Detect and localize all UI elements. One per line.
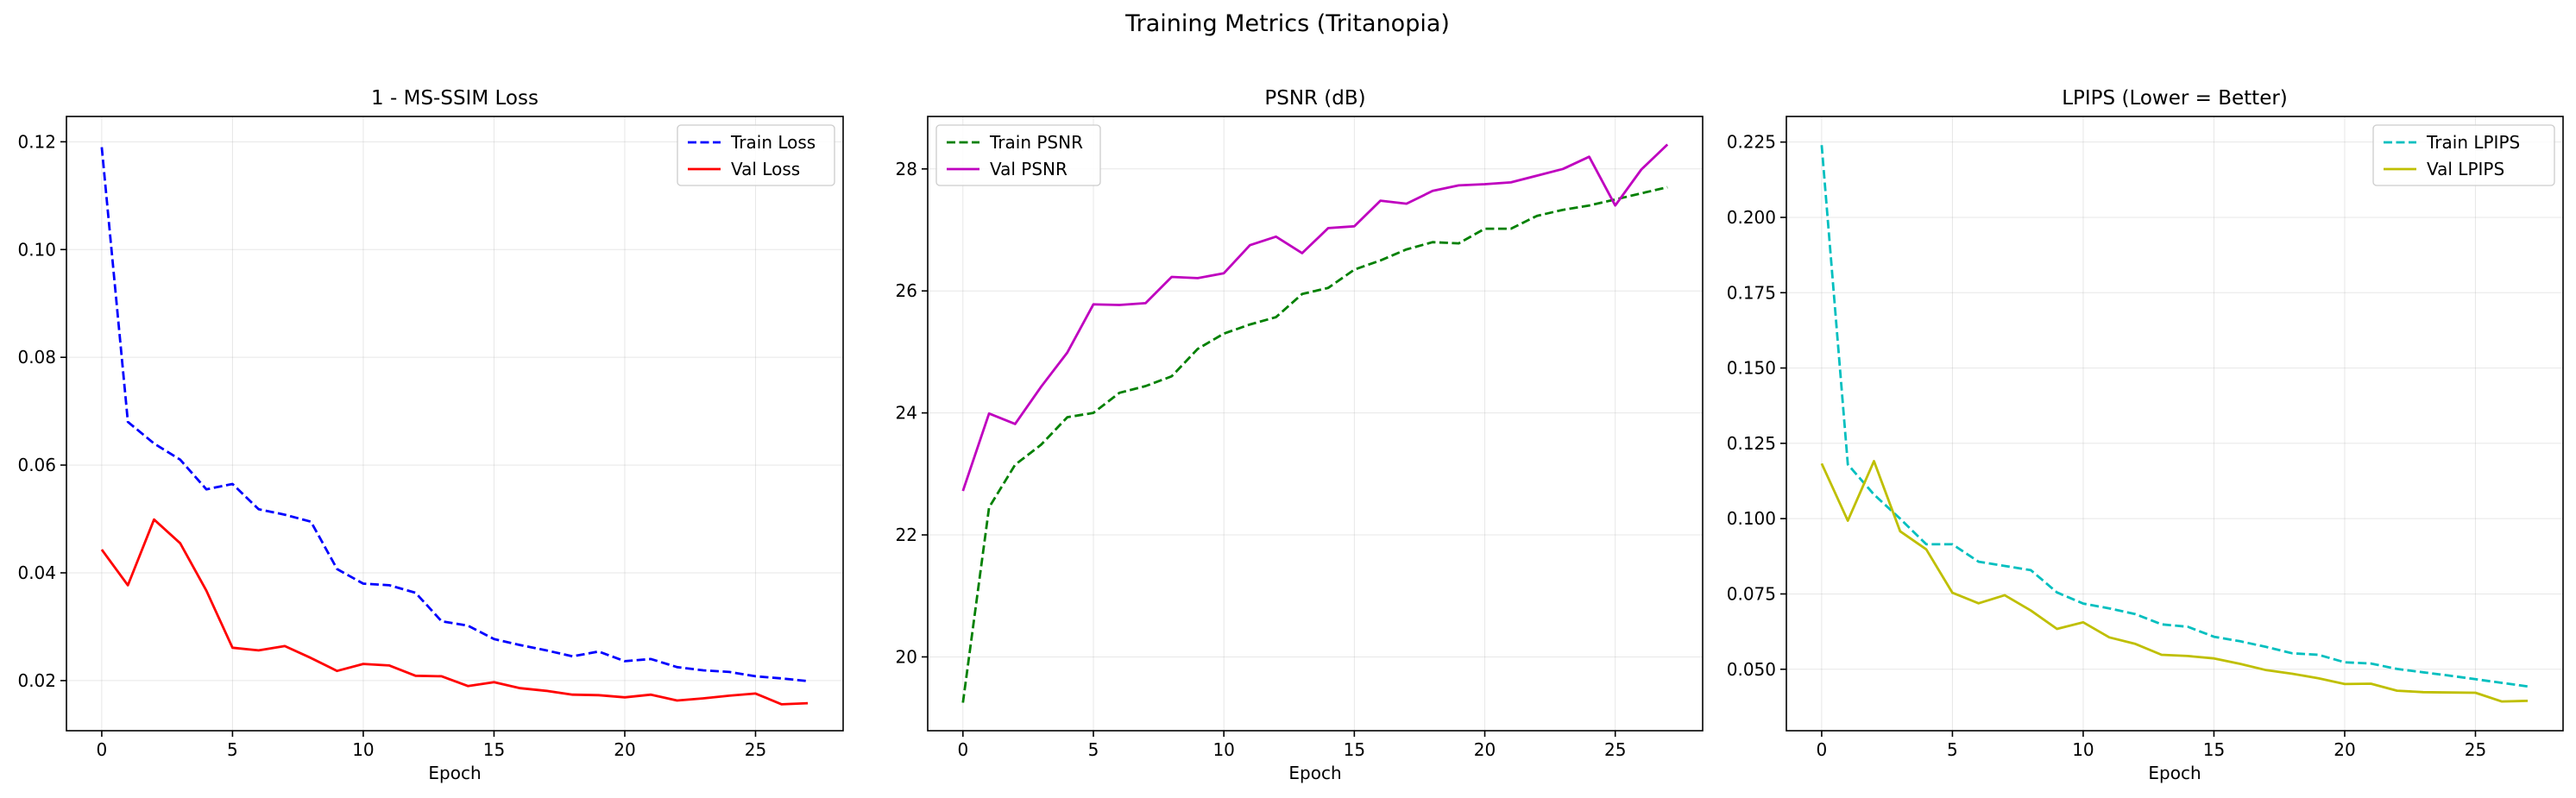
chart-panel-3: LPIPS (Lower = Better) 0 5 10 15 20 25 0.050 0.0… [1727, 87, 2564, 783]
y-tick-label: 0.200 [1727, 207, 1776, 228]
chart-title: PSNR (dB) [1264, 87, 1365, 110]
legend-label: Val LPIPS [2427, 159, 2504, 179]
series-line-train-lpips [1820, 145, 2529, 688]
y-tick-label: 0.02 [17, 670, 56, 691]
y-tick-label: 20 [896, 646, 917, 667]
y-tick-label: 0.225 [1727, 132, 1776, 153]
y-tick-label: 0.06 [17, 455, 56, 475]
y-tick-label: 0.08 [17, 347, 56, 368]
series-line-train-loss [100, 147, 809, 682]
x-tick-label: 20 [614, 739, 635, 760]
series-line-val-psnr [961, 143, 1669, 492]
series-line-val-lpips [1820, 460, 2529, 703]
x-tick-label: 15 [2203, 739, 2225, 760]
legend: Train LPIPS Val LPIPS [2372, 124, 2555, 186]
x-tick-label: 20 [1474, 739, 1496, 760]
chart-title: LPIPS (Lower = Better) [2062, 87, 2288, 110]
x-tick-label: 15 [483, 739, 505, 760]
y-tick-label: 0.075 [1727, 583, 1776, 604]
x-tick-label: 10 [1212, 739, 1234, 760]
legend: Train PSNR Val PSNR [935, 124, 1101, 186]
x-tick-label: 10 [352, 739, 374, 760]
x-tick-label: 20 [2334, 739, 2355, 760]
y-tick-label: 0.10 [17, 239, 56, 260]
legend-box [2372, 124, 2555, 186]
y-tick-label: 0.04 [17, 562, 56, 583]
legend-label: Val Loss [731, 159, 800, 179]
x-tick-label: 0 [957, 739, 968, 760]
series-line-train-psnr [961, 185, 1668, 703]
axes-frame [66, 116, 844, 732]
y-tick-label: 0.150 [1727, 358, 1776, 379]
x-axis-label: Epoch [428, 763, 481, 783]
y-tick-label: 0.175 [1727, 282, 1776, 303]
legend: Train Loss Val Loss [677, 124, 835, 186]
x-tick-label: 0 [97, 739, 108, 760]
y-tick-label: 26 [896, 280, 917, 301]
x-tick-label: 10 [2072, 739, 2094, 760]
x-tick-label: 25 [1604, 739, 1626, 760]
x-tick-label: 25 [745, 739, 766, 760]
y-tick-label: 0.100 [1727, 508, 1776, 529]
x-tick-label: 15 [1344, 739, 1365, 760]
x-tick-label: 0 [1817, 739, 1828, 760]
x-tick-label: 5 [227, 739, 238, 760]
x-tick-label: 25 [2465, 739, 2486, 760]
x-axis-label: Epoch [1288, 763, 1341, 783]
legend-box [935, 124, 1101, 186]
chart-title: 1 - MS-SSIM Loss [371, 87, 539, 110]
axes-frame [927, 116, 1704, 732]
y-tick-label: 22 [896, 525, 917, 545]
axes-frame [1786, 116, 2564, 732]
y-tick-label: 0.125 [1727, 433, 1776, 454]
series-line-val-loss [100, 518, 809, 706]
legend-label: Val PSNR [990, 159, 1068, 179]
x-tick-label: 5 [1088, 739, 1099, 760]
y-tick-label: 0.050 [1727, 659, 1776, 680]
legend-label: Train Loss [730, 132, 816, 153]
legend-label: Train LPIPS [2426, 132, 2520, 153]
chart-panels: 1 - MS-SSIM Loss 0 5 10 15 20 25 0.02 0.04 0.06 0.… [17, 87, 2564, 783]
chart-panel-2: PSNR (dB) 0 5 10 15 20 25 20 22 24 26 28 Epoch Train … [896, 87, 1704, 783]
legend-label: Train PSNR [989, 132, 1083, 153]
y-tick-label: 28 [896, 159, 917, 179]
figure-title: Training Metrics (Tritanopia) [1124, 10, 1450, 37]
y-tick-label: 24 [896, 403, 917, 424]
y-tick-label: 0.12 [17, 131, 56, 152]
x-tick-label: 5 [1947, 739, 1958, 760]
x-axis-label: Epoch [2148, 763, 2201, 783]
legend-box [677, 124, 835, 186]
chart-panel-1: 1 - MS-SSIM Loss 0 5 10 15 20 25 0.02 0.04 0.06 0.… [17, 87, 844, 783]
